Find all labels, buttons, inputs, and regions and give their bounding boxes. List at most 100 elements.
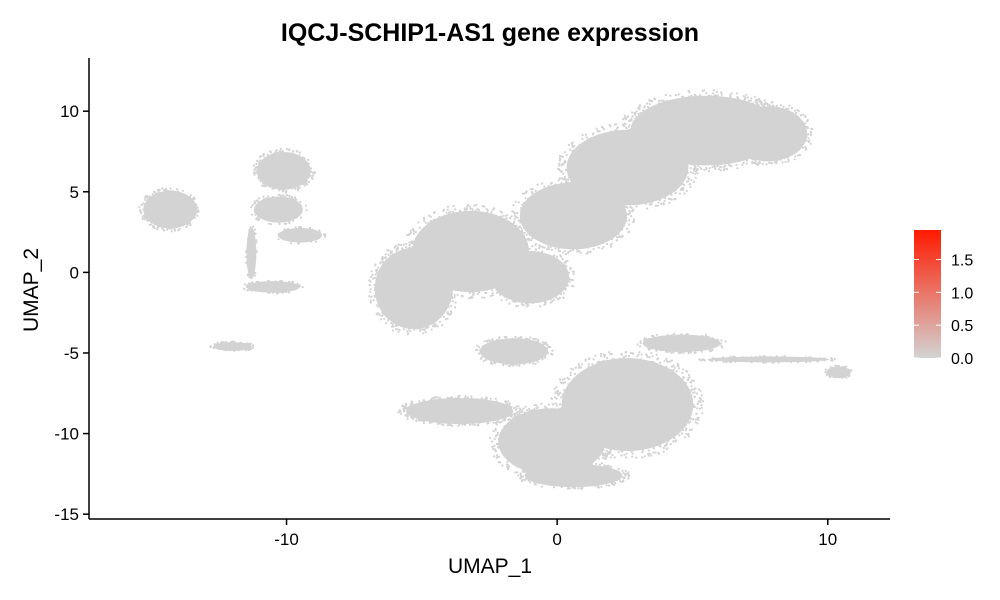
cell-point: [709, 158, 712, 162]
cell-point: [405, 233, 409, 237]
cell-point: [705, 92, 708, 95]
cell-point: [499, 284, 502, 287]
cell-point: [523, 192, 526, 195]
cell-point: [611, 188, 614, 191]
cell-point: [256, 216, 259, 220]
cell-point: [557, 202, 561, 205]
cell-point: [471, 211, 474, 214]
cell-point: [584, 238, 587, 241]
cell-point: [259, 179, 262, 183]
cell-point: [600, 189, 603, 192]
cell-point: [466, 217, 469, 220]
cell-point: [294, 196, 297, 199]
cell-point: [583, 182, 586, 185]
cell-point: [565, 153, 568, 156]
cell-point: [281, 180, 284, 183]
cell-point: [434, 297, 437, 300]
cell-point: [556, 255, 559, 258]
cell-point: [252, 164, 256, 167]
cell-point: [664, 195, 667, 199]
cell-point: [241, 343, 244, 346]
cell-point: [430, 242, 433, 245]
cell-point: [468, 231, 471, 234]
cell-point: [571, 149, 574, 152]
cell-point: [657, 102, 660, 105]
cell-point: [393, 246, 396, 249]
cell-point: [395, 282, 398, 285]
cell-point: [310, 170, 313, 173]
cell-point: [499, 262, 502, 265]
cell-point: [454, 288, 457, 291]
cell-point: [429, 274, 432, 277]
cell-point: [291, 155, 294, 158]
cell-point: [142, 202, 145, 205]
cell-point: [706, 133, 709, 136]
cell-point: [307, 163, 310, 166]
cell-point: [369, 280, 372, 283]
cell-point: [696, 132, 699, 135]
cell-point: [261, 162, 264, 166]
cell-point: [460, 282, 463, 286]
cell-point: [184, 213, 187, 216]
cell-point: [679, 155, 682, 158]
cell-point: [587, 246, 590, 249]
cell-point: [543, 269, 546, 272]
cell-point: [268, 217, 271, 220]
cell-point: [159, 221, 162, 224]
cell-point: [604, 168, 607, 171]
cell-point: [615, 239, 619, 242]
cell-point: [280, 173, 283, 176]
cell-point: [561, 257, 564, 261]
cell-point: [712, 103, 715, 106]
cell-point: [639, 186, 643, 189]
cell-point: [484, 230, 487, 233]
cell-point: [534, 283, 537, 286]
cell-point: [531, 245, 534, 248]
cell-point: [621, 215, 624, 219]
cell-point: [425, 281, 428, 284]
cell-point: [410, 324, 413, 327]
cell-point: [173, 218, 176, 222]
cell-point: [430, 220, 433, 223]
cell-point: [513, 266, 516, 269]
cell-point: [264, 163, 267, 167]
cell-point: [517, 236, 520, 240]
cell-point: [282, 232, 285, 236]
cell-point: [635, 147, 638, 150]
cell-point: [649, 177, 652, 180]
cell-point: [489, 268, 492, 271]
cell-point: [498, 286, 501, 289]
cell-point: [509, 271, 512, 274]
cell-point: [186, 195, 189, 198]
cell-point: [545, 284, 548, 288]
cell-point: [554, 291, 557, 294]
cell-point: [504, 258, 507, 261]
cell-point: [531, 216, 535, 219]
cell-point: [523, 231, 526, 234]
cell-point: [280, 197, 283, 200]
cell-point: [413, 250, 417, 253]
cell-point: [460, 230, 463, 233]
cell-point: [382, 293, 385, 296]
cell-point: [725, 156, 729, 159]
cell-point: [539, 280, 542, 283]
cell-point: [561, 220, 565, 224]
cell-point: [475, 227, 478, 230]
cell-point: [588, 242, 591, 245]
cell-point: [543, 221, 547, 224]
cell-point: [655, 122, 658, 125]
cell-point: [550, 239, 553, 242]
cell-point: [613, 223, 616, 226]
cell-point: [689, 130, 692, 133]
cell-point: [603, 208, 607, 211]
cell-point: [413, 291, 416, 294]
cell-point: [596, 230, 599, 234]
cell-point: [452, 223, 455, 226]
cell-point: [298, 238, 301, 241]
cell-point: [585, 200, 588, 203]
cell-point: [252, 251, 255, 254]
cell-point: [600, 207, 604, 210]
cell-point: [739, 101, 742, 104]
cell-point: [450, 289, 453, 292]
